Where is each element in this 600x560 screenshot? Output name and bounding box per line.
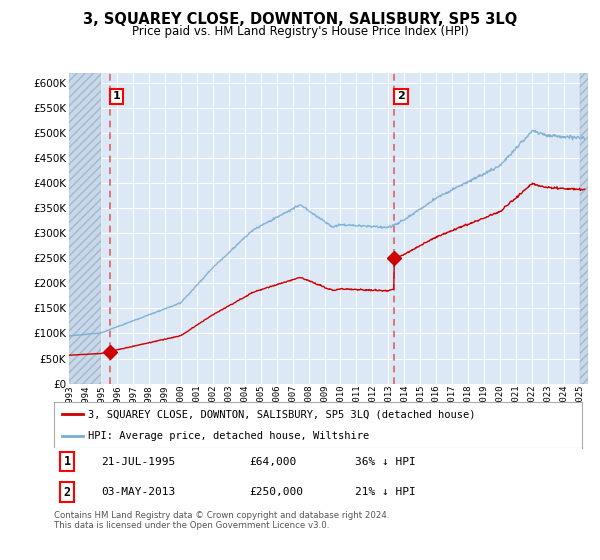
Text: £64,000: £64,000: [250, 456, 296, 466]
Text: 21-JUL-1995: 21-JUL-1995: [101, 456, 176, 466]
Text: 03-MAY-2013: 03-MAY-2013: [101, 487, 176, 497]
Text: Price paid vs. HM Land Registry's House Price Index (HPI): Price paid vs. HM Land Registry's House …: [131, 25, 469, 38]
Text: 36% ↓ HPI: 36% ↓ HPI: [355, 456, 416, 466]
Text: 2: 2: [397, 91, 405, 101]
Text: Contains HM Land Registry data © Crown copyright and database right 2024.
This d: Contains HM Land Registry data © Crown c…: [54, 511, 389, 530]
Text: £250,000: £250,000: [250, 487, 304, 497]
Text: HPI: Average price, detached house, Wiltshire: HPI: Average price, detached house, Wilt…: [88, 431, 370, 441]
Text: 3, SQUAREY CLOSE, DOWNTON, SALISBURY, SP5 3LQ (detached house): 3, SQUAREY CLOSE, DOWNTON, SALISBURY, SP…: [88, 409, 476, 419]
Text: 1: 1: [113, 91, 121, 101]
Text: 1: 1: [64, 455, 71, 468]
Text: 2: 2: [64, 486, 71, 498]
Text: 3, SQUAREY CLOSE, DOWNTON, SALISBURY, SP5 3LQ: 3, SQUAREY CLOSE, DOWNTON, SALISBURY, SP…: [83, 12, 517, 27]
Text: 21% ↓ HPI: 21% ↓ HPI: [355, 487, 416, 497]
